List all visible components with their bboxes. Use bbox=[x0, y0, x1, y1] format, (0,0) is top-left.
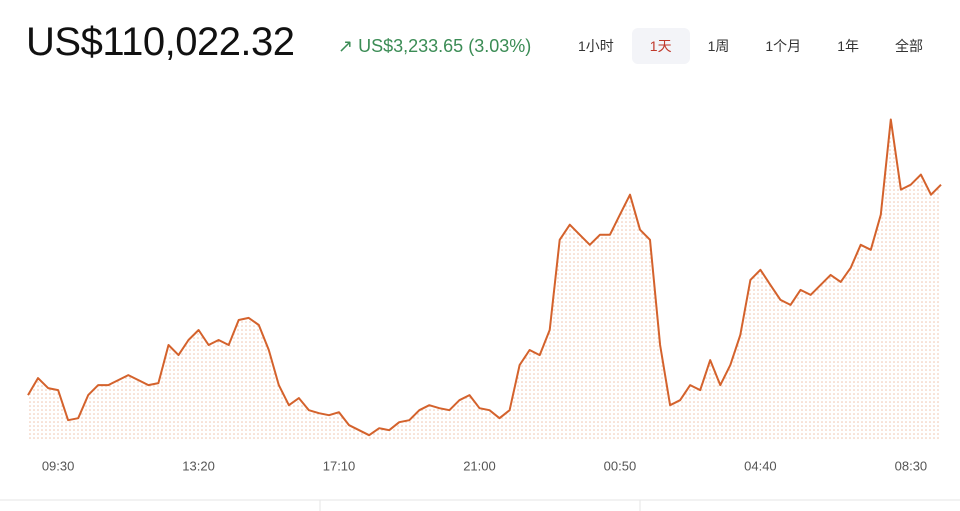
range-tab[interactable]: 1年 bbox=[837, 38, 859, 54]
x-tick-label: 17:10 bbox=[323, 458, 356, 473]
range-tab[interactable]: 全部 bbox=[894, 38, 923, 54]
x-tick-label: 13:20 bbox=[182, 458, 215, 473]
x-tick-label: 09:30 bbox=[42, 458, 75, 473]
range-tab[interactable]: 1小时 bbox=[578, 38, 614, 54]
price-change: ↗ US$3,233.65 (3.03%) bbox=[338, 36, 531, 57]
arrow-icon: ↗ bbox=[338, 36, 359, 56]
range-tab[interactable]: 1个月 bbox=[765, 38, 802, 54]
x-tick-label: 04:40 bbox=[744, 458, 777, 473]
range-tabs: 1小时 1天 1周 1个月 1年 全部 bbox=[560, 28, 941, 64]
x-tick-label: 00:50 bbox=[604, 458, 637, 473]
area bbox=[28, 119, 941, 440]
price: US$110,022.32 bbox=[26, 20, 295, 64]
price-line bbox=[27, 118, 942, 437]
range-tab[interactable]: 1周 bbox=[707, 38, 730, 54]
x-tick-label: 21:00 bbox=[463, 458, 496, 473]
range-tab[interactable]: 1天 bbox=[631, 28, 690, 64]
change-amount: US$3,233.65 bbox=[358, 36, 464, 56]
x-tick-label: 08:30 bbox=[895, 458, 928, 473]
change-percent: (3.03%) bbox=[468, 36, 532, 56]
